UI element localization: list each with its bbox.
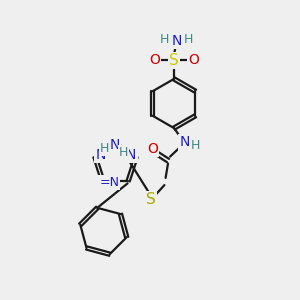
Text: O: O <box>149 53 160 67</box>
Text: N: N <box>110 138 120 152</box>
Text: O: O <box>188 53 199 67</box>
Text: H: H <box>191 139 201 152</box>
Text: S: S <box>169 53 179 68</box>
Text: H: H <box>100 142 110 155</box>
Text: N: N <box>95 148 106 162</box>
Text: H: H <box>183 33 193 46</box>
Text: =N: =N <box>99 176 119 189</box>
Text: H: H <box>159 33 169 46</box>
Text: S: S <box>146 192 155 207</box>
Text: N: N <box>126 148 136 162</box>
Text: H: H <box>119 146 128 158</box>
Text: N: N <box>172 34 182 48</box>
Text: N: N <box>179 136 190 149</box>
Text: O: O <box>147 142 158 156</box>
